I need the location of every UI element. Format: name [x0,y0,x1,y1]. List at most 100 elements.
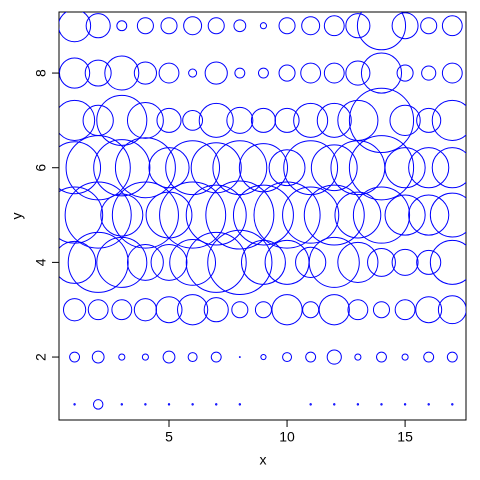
bubble [348,87,415,153]
bubble [416,107,442,133]
y-tick-label: 4 [33,258,49,266]
bubble [59,99,96,141]
bubble [114,137,176,199]
bubble [231,301,249,319]
bubble [367,247,396,277]
bubble [93,139,151,197]
bubble [253,181,321,249]
bubble [204,61,228,85]
bubble [120,403,124,406]
bubble [182,109,204,131]
bubble [278,17,296,35]
bubble [91,350,105,364]
bubble [59,186,104,244]
bubble [282,352,293,363]
bubble [301,16,321,36]
bubble [250,107,276,133]
bubble [337,241,379,283]
bubble [446,351,458,363]
bubble [205,180,275,250]
bubble [210,351,222,363]
bubble [323,62,345,84]
bubble [215,403,218,406]
bubble [207,17,225,35]
bubble [190,142,242,194]
bubble [303,184,365,246]
bubble [167,403,171,406]
bubble [309,403,312,406]
y-tick-label: 6 [33,164,49,172]
bubble [334,191,382,239]
bubble [415,296,443,324]
bubble [318,294,350,326]
bubble [300,62,322,84]
bubble [87,299,109,321]
bubble [118,353,126,361]
bubble [59,141,102,195]
bubble [348,135,415,201]
bubble [133,61,158,85]
bubble [198,102,234,138]
x-tick-label: 5 [165,429,173,445]
bubble [191,403,194,406]
bubble [431,147,466,189]
bubble [283,140,339,196]
bubble [330,140,386,196]
bubble [441,15,463,37]
bubble [85,13,111,39]
bubble [437,295,466,325]
bubble [391,12,419,40]
bubble [416,249,442,275]
bubble [111,181,179,249]
bubble [69,351,81,363]
bubbles [59,12,466,410]
bubble [156,107,182,133]
bubble [104,55,140,91]
bubble [441,62,463,84]
bubble [162,350,176,364]
bubble [126,243,164,281]
bubble [158,62,180,84]
x-tick-label: 15 [397,429,413,445]
bubble [323,15,345,37]
bubble [347,299,369,321]
bubble [238,143,289,193]
bubble [133,298,158,322]
bubble [380,403,383,406]
bubble [310,144,358,192]
bubble [84,59,112,87]
bubble [234,67,246,79]
bubble [271,294,303,326]
bubble [100,193,144,237]
bubble [429,192,466,238]
bubble [429,239,466,285]
y-axis-label: y [9,213,25,220]
bubble [333,403,336,406]
bubble [326,349,342,365]
bubble [254,301,272,319]
bubble [59,240,97,284]
bubble [356,403,360,406]
bubble [62,298,87,322]
bubble [376,351,387,363]
bubble [259,22,268,30]
bubble [345,60,371,86]
bubble [389,104,421,136]
y-tick-label: 2 [33,353,49,361]
bubble [451,403,454,406]
bubble [238,403,242,406]
bubble [169,238,217,286]
bubble [144,403,147,406]
bubble [427,403,430,406]
bubble [82,104,114,136]
bubble [96,94,148,146]
bubble [384,147,426,189]
bubble [337,99,379,141]
bubble [354,353,362,361]
bubble [212,140,268,196]
bubble [295,246,327,278]
bubble [268,149,306,187]
bubble [233,19,247,33]
bubble [274,107,300,133]
